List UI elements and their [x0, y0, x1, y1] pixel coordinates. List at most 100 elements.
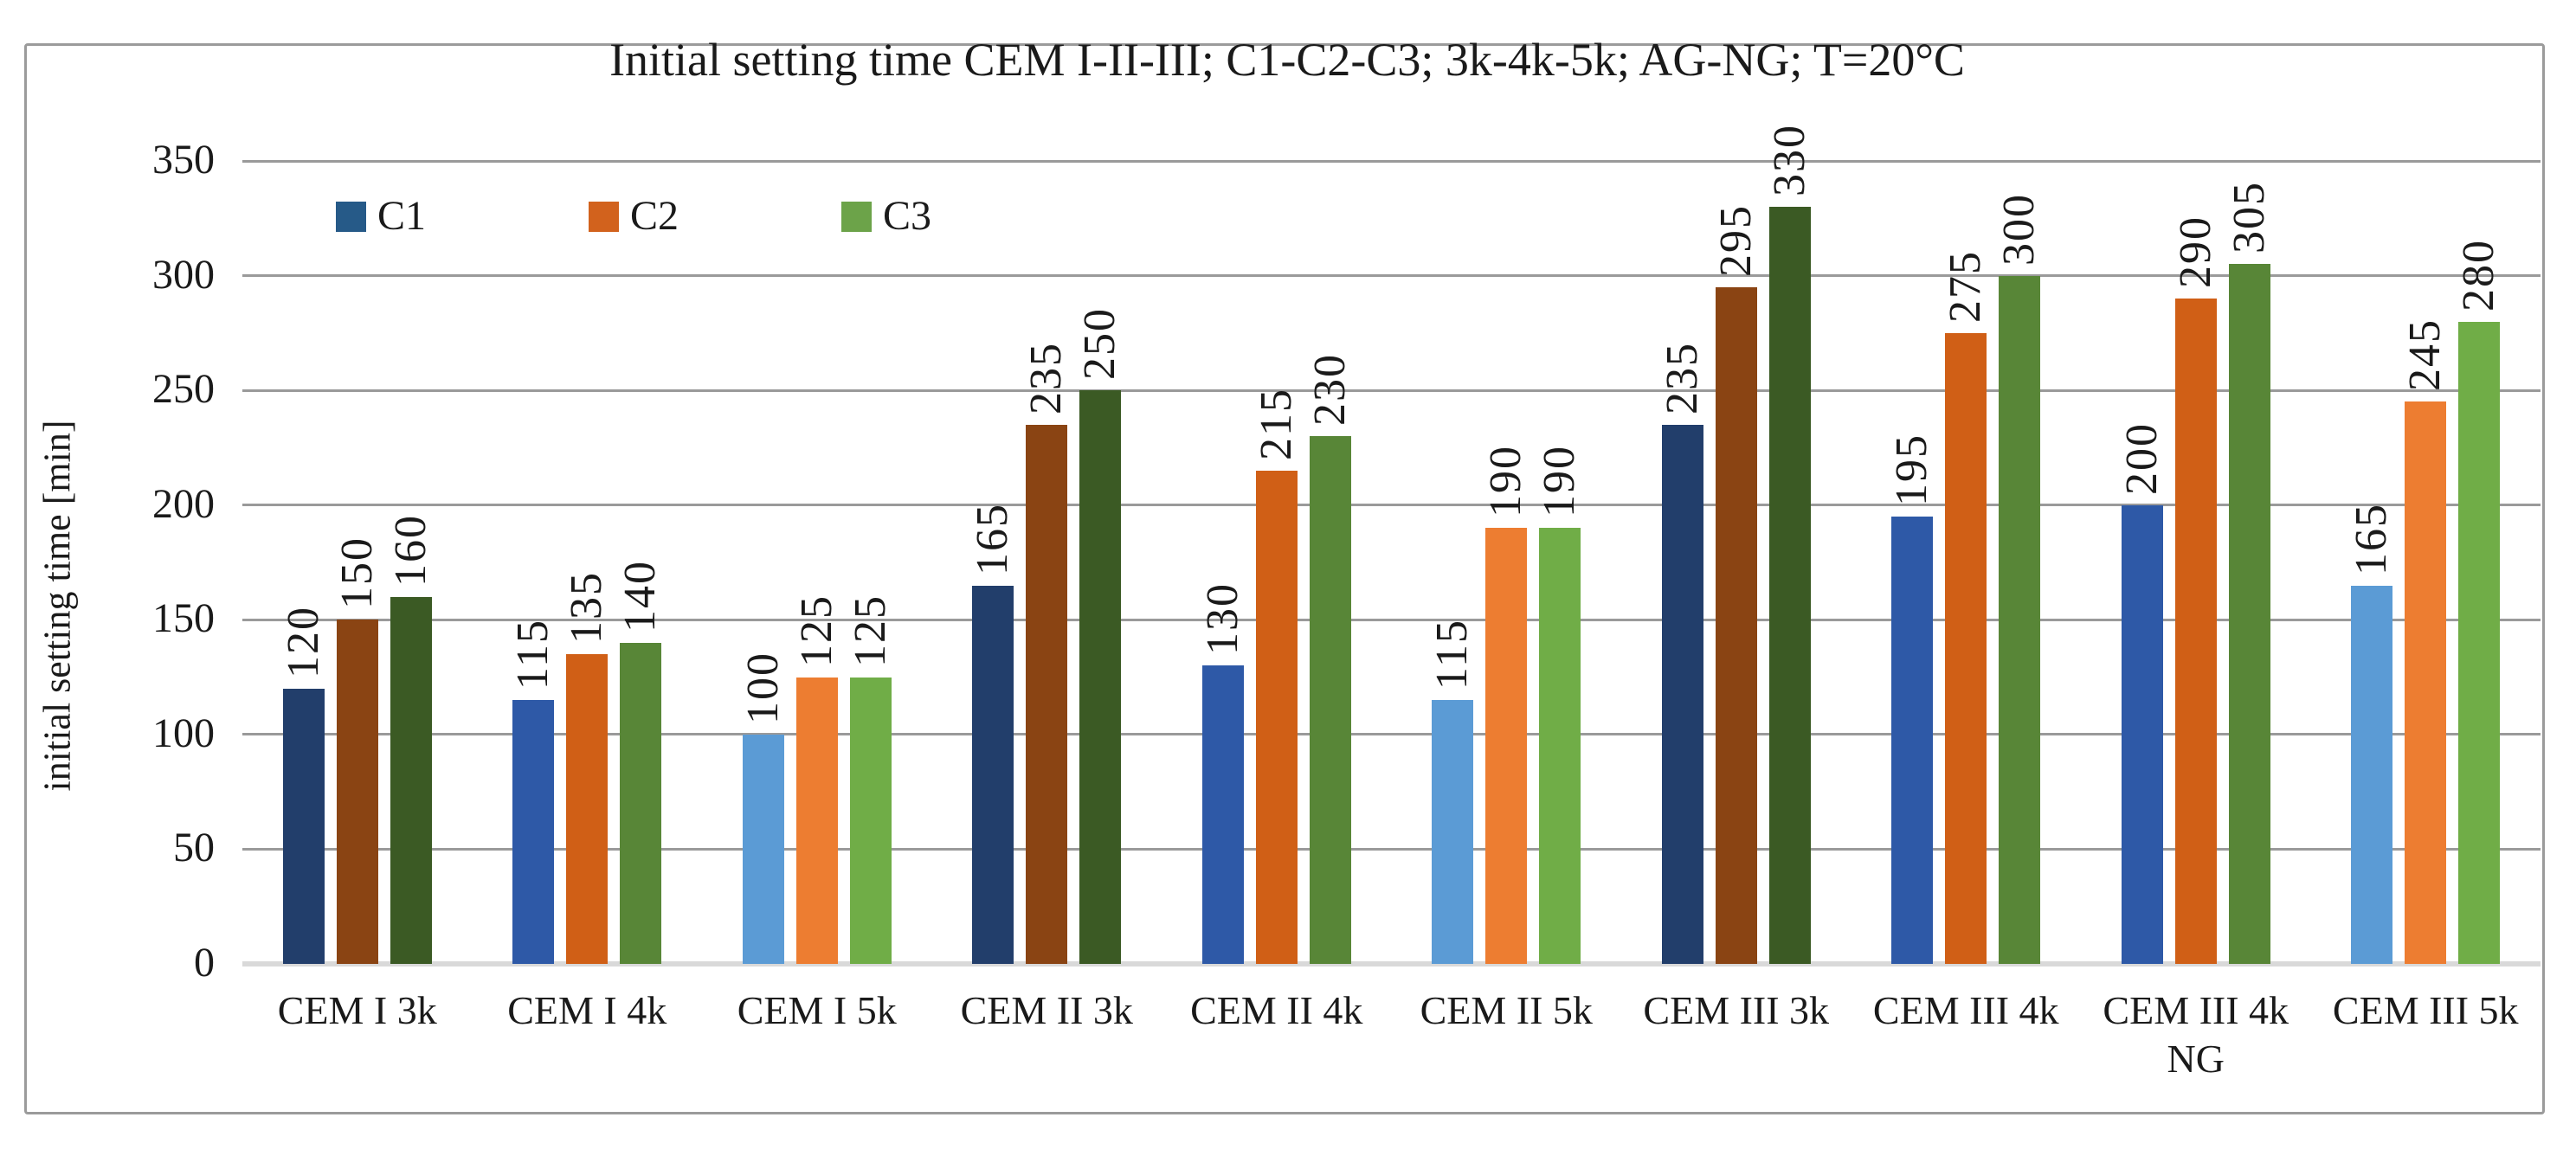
gridline — [242, 733, 2541, 736]
bar-value-label: 235 — [1657, 341, 1707, 414]
bar-value-label: 280 — [2454, 238, 2504, 311]
legend-item: C3 — [841, 196, 931, 237]
bar-value-label: 190 — [1481, 445, 1531, 518]
bar-value-label: 250 — [1075, 307, 1125, 381]
bar-value-label: 290 — [2170, 215, 2220, 289]
x-category-label: CEM III 4k NG — [2103, 988, 2289, 1081]
y-tick-label: 300 — [152, 251, 215, 298]
bar — [795, 677, 838, 964]
bar-value-label: 215 — [1251, 387, 1301, 460]
legend-label: C2 — [630, 193, 679, 239]
bar-value-label: 200 — [2116, 421, 2167, 495]
bar — [2228, 264, 2270, 964]
legend: C1 C2 C3 — [336, 196, 931, 237]
bar — [1255, 470, 1298, 964]
bar — [742, 734, 784, 964]
bar-value-label: 150 — [332, 536, 382, 610]
bar — [2121, 504, 2163, 964]
gridline — [242, 274, 2541, 278]
bar-value-label: 165 — [968, 502, 1018, 575]
bar — [2351, 585, 2393, 964]
bar — [282, 688, 325, 964]
x-category-label: CEM III 5k — [2332, 988, 2519, 1032]
bar-value-label: 230 — [1304, 353, 1355, 427]
gridline — [242, 159, 2541, 163]
y-tick-label: 250 — [152, 366, 215, 413]
y-axis-ticks: 0 50 100 150 200 250 300 350 — [42, 138, 215, 986]
bar-value-label: 135 — [562, 571, 612, 645]
bar — [512, 700, 555, 964]
y-tick-label: 100 — [152, 710, 215, 756]
legend-label: C1 — [377, 193, 427, 239]
legend-item: C1 — [336, 196, 426, 237]
bar-value-label: 130 — [1197, 582, 1247, 656]
legend-swatch-icon — [841, 201, 873, 232]
bar — [2405, 401, 2447, 964]
bar-value-label: 275 — [1941, 249, 1991, 323]
bar-value-label: 305 — [2224, 181, 2274, 254]
bar-value-label: 165 — [2347, 502, 2397, 575]
bar — [1539, 528, 1581, 964]
bar — [336, 620, 378, 964]
x-category-label: CEM II 5k — [1420, 988, 1593, 1032]
y-tick-label: 0 — [194, 940, 215, 986]
bar-value-label: 120 — [278, 605, 328, 678]
legend-swatch-icon — [336, 201, 366, 232]
bar — [972, 585, 1014, 964]
bar — [566, 654, 609, 964]
bar — [2174, 299, 2217, 964]
x-category-label: CEM I 4k — [507, 988, 667, 1032]
bar-value-label: 140 — [615, 559, 666, 633]
legend-label: C3 — [883, 193, 932, 239]
bar — [1432, 700, 1474, 964]
y-tick-label: 350 — [152, 137, 215, 183]
x-category-label: CEM III 4k — [1872, 988, 2059, 1032]
x-axis-labels: CEM I 3k CEM I 4k CEM I 5k CEM II 3k CEM II … — [242, 986, 2541, 1125]
x-category-label: CEM I 3k — [277, 988, 437, 1032]
bar-value-label: 295 — [1710, 203, 1761, 277]
bar — [1485, 528, 1528, 964]
legend-swatch-icon — [589, 201, 620, 232]
gridline — [242, 389, 2541, 392]
y-tick-label: 50 — [173, 825, 215, 871]
axis-baseline — [242, 961, 2541, 967]
bar — [1079, 390, 1122, 964]
x-category-label: CEM III 3k — [1643, 988, 1830, 1032]
y-tick-label: 150 — [152, 595, 215, 642]
chart-title: Initial setting time CEM I-II-III; C1-C2… — [609, 34, 1965, 86]
gridline — [242, 618, 2541, 621]
bar — [849, 677, 892, 964]
bar — [390, 596, 432, 964]
bar-value-label: 115 — [1427, 619, 1478, 690]
bar-value-label: 100 — [737, 651, 788, 724]
bar-value-label: 125 — [845, 594, 895, 667]
x-category-label: CEM I 5k — [737, 988, 897, 1032]
bar-value-label: 300 — [1994, 192, 2045, 266]
bar-value-label: 330 — [1764, 124, 1814, 197]
bar — [1661, 424, 1703, 964]
bar-value-label: 125 — [791, 594, 841, 667]
bar — [1891, 516, 1934, 964]
bar-value-label: 245 — [2400, 318, 2450, 392]
bar-value-label: 190 — [1535, 445, 1585, 518]
bar — [1715, 286, 1757, 964]
bar-value-label: 115 — [508, 619, 558, 690]
bar — [620, 642, 662, 964]
gridline — [242, 847, 2541, 851]
bar — [1309, 436, 1351, 964]
legend-item: C2 — [589, 196, 679, 237]
bar — [1026, 424, 1068, 964]
bar — [1201, 665, 1244, 964]
x-category-label: CEM II 4k — [1190, 988, 1363, 1032]
bar-value-label: 160 — [385, 513, 435, 587]
gridline — [242, 504, 2541, 507]
plot-area: 120 115 100 165 130 115 235 195 200 165 150 135 125 2… — [242, 124, 2541, 967]
y-tick-label: 200 — [152, 480, 215, 527]
bar — [1768, 207, 1811, 964]
bar — [2458, 321, 2501, 964]
bar — [1999, 275, 2041, 964]
bar — [1945, 332, 1987, 964]
x-category-label: CEM II 3k — [960, 988, 1133, 1032]
bar-value-label: 235 — [1021, 341, 1072, 414]
